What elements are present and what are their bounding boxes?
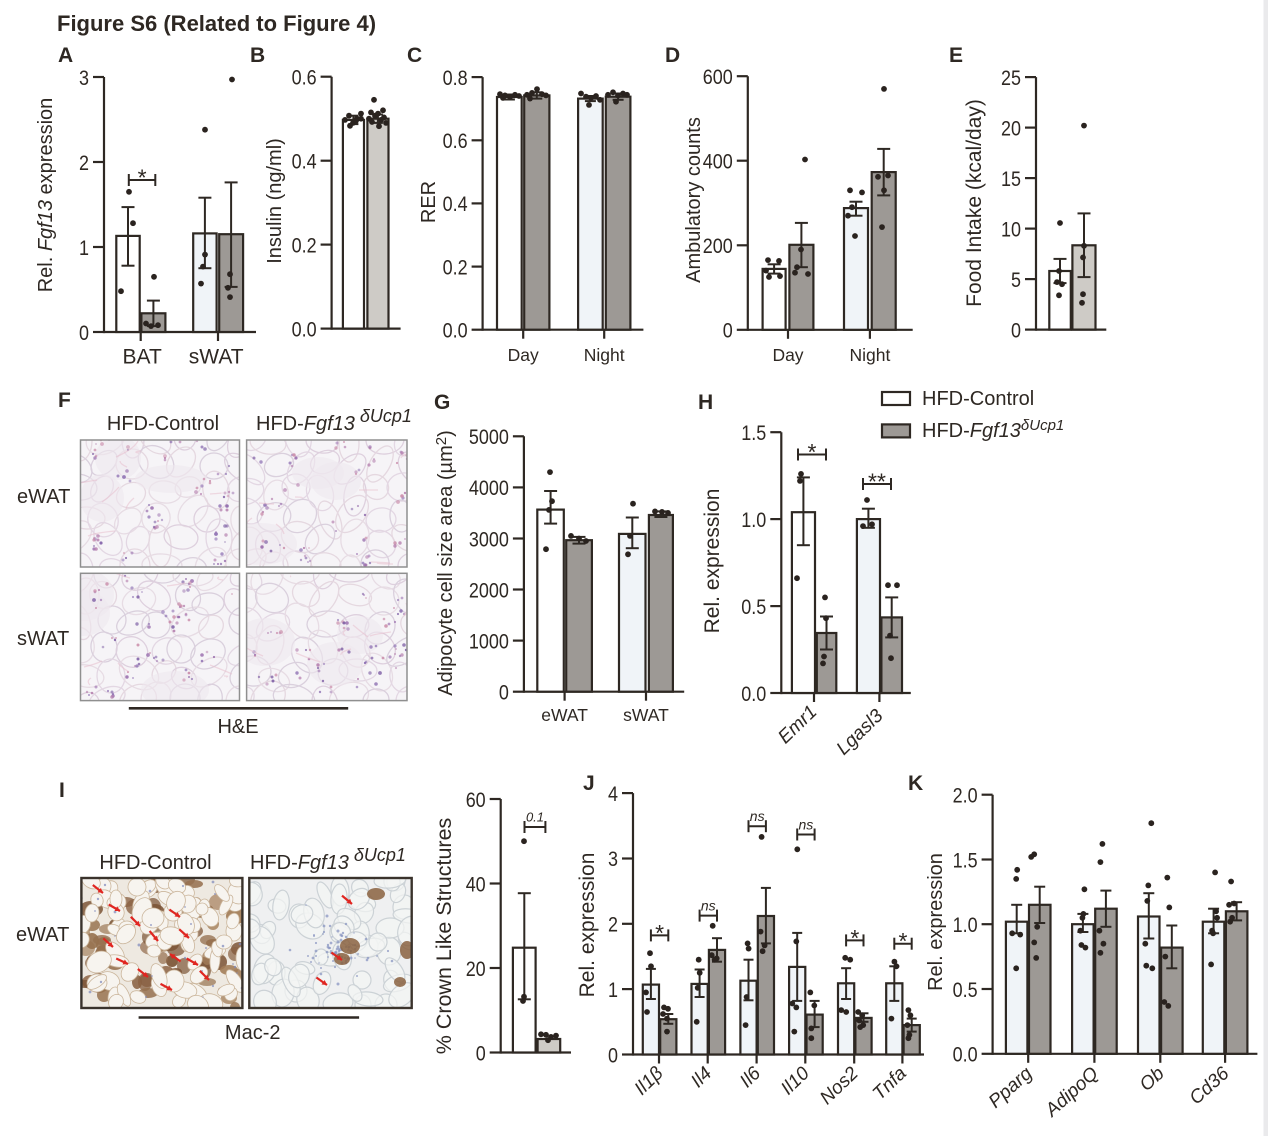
svg-text:Rel. Fgf13 expression: Rel. Fgf13 expression [35,98,57,293]
svg-text:3000: 3000 [469,527,509,551]
svg-text:H&E: H&E [217,716,258,738]
svg-text:HFD-Control: HFD-Control [107,413,219,435]
svg-text:0: 0 [79,321,89,345]
svg-text:sWAT: sWAT [623,705,669,725]
svg-text:0.0: 0.0 [741,682,766,706]
svg-text:Food Intake (kcal/day): Food Intake (kcal/day) [963,99,986,307]
svg-text:B: B [250,44,265,67]
svg-text:eWAT: eWAT [541,705,588,725]
svg-text:0: 0 [608,1043,618,1067]
svg-text:A: A [58,44,73,67]
svg-text:ns: ns [750,808,765,824]
svg-text:0.5: 0.5 [953,978,978,1002]
svg-text:4: 4 [608,782,618,806]
svg-text:I: I [59,779,65,802]
svg-text:D: D [665,44,680,67]
svg-text:0.4: 0.4 [443,192,468,216]
svg-text:0.8: 0.8 [443,66,468,90]
svg-text:4000: 4000 [469,476,509,500]
svg-text:3: 3 [79,66,89,90]
svg-text:J: J [583,772,595,795]
svg-text:0.5: 0.5 [741,595,766,619]
svg-text:G: G [434,391,450,414]
svg-text:eWAT: eWAT [16,924,69,946]
svg-text:Mac-2: Mac-2 [225,1022,281,1044]
svg-text:2: 2 [608,913,618,937]
svg-text:HFD-Fgf13δUcp1: HFD-Fgf13δUcp1 [922,417,1064,442]
svg-text:400: 400 [703,150,733,174]
svg-text:0.2: 0.2 [443,255,468,279]
svg-text:Ambulatory counts: Ambulatory counts [683,117,705,283]
svg-text:Day: Day [508,345,539,365]
svg-text:1.5: 1.5 [953,848,978,872]
svg-text:0.4: 0.4 [292,150,317,174]
svg-text:2000: 2000 [469,578,509,602]
svg-text:F: F [58,389,71,412]
svg-text:*: * [899,928,908,954]
svg-text:0: 0 [476,1041,486,1065]
svg-text:HFD-Control: HFD-Control [922,388,1034,410]
svg-text:40: 40 [466,872,486,896]
svg-text:60: 60 [466,788,486,812]
svg-text:0.6: 0.6 [292,66,317,90]
svg-text:Rel. expression: Rel. expression [576,853,599,998]
svg-text:eWAT: eWAT [17,486,70,508]
svg-text:HFD-Control: HFD-Control [99,852,211,874]
svg-text:K: K [908,772,923,795]
svg-text:sWAT: sWAT [17,628,69,650]
svg-text:20: 20 [466,957,486,981]
svg-text:*: * [850,925,859,951]
svg-text:15: 15 [1001,167,1021,191]
svg-text:Figure S6 (Related to Figure 4: Figure S6 (Related to Figure 4) [57,11,376,36]
svg-text:25: 25 [1001,66,1021,90]
svg-text:*: * [138,165,147,191]
svg-text:0.0: 0.0 [292,317,317,341]
svg-text:sWAT: sWAT [189,346,244,369]
svg-text:ns: ns [701,898,716,914]
svg-text:0.2: 0.2 [292,233,317,257]
svg-text:Rel. expression: Rel. expression [925,853,947,991]
svg-text:3: 3 [608,847,618,871]
svg-text:BAT: BAT [123,346,162,369]
svg-text:Day: Day [772,345,803,365]
svg-text:RER: RER [418,181,440,223]
svg-text:1.0: 1.0 [953,913,978,937]
svg-text:20: 20 [1001,116,1021,140]
svg-text:1: 1 [79,236,89,260]
svg-text:H: H [698,391,713,414]
svg-text:Adipocyte cell size area (µm2): Adipocyte cell size area (µm2) [433,430,457,696]
svg-text:5: 5 [1011,268,1021,292]
svg-text:0: 0 [499,681,509,705]
svg-text:2.0: 2.0 [953,784,978,808]
svg-text:% Crown Like Structures: % Crown Like Structures [432,818,456,1055]
svg-text:ns: ns [799,817,814,833]
svg-text:0: 0 [723,319,733,343]
svg-text:Rel. expression: Rel. expression [701,489,724,634]
svg-text:0: 0 [1011,318,1021,342]
svg-text:1.0: 1.0 [741,508,766,532]
svg-text:0.6: 0.6 [443,129,468,153]
svg-text:600: 600 [703,65,733,89]
svg-text:2: 2 [79,151,89,175]
svg-text:10: 10 [1001,217,1021,241]
svg-text:Night: Night [849,345,890,365]
svg-text:Insulin (ng/ml): Insulin (ng/ml) [264,138,286,264]
svg-text:**: ** [868,469,886,495]
svg-text:1000: 1000 [469,629,509,653]
svg-text:E: E [949,44,963,67]
svg-text:*: * [808,439,817,465]
svg-text:0.0: 0.0 [443,319,468,343]
svg-text:0.1: 0.1 [526,810,544,825]
svg-text:1.5: 1.5 [741,421,766,445]
svg-text:5000: 5000 [469,425,509,449]
svg-text:Night: Night [584,345,625,365]
svg-text:200: 200 [703,234,733,258]
svg-text:0.0: 0.0 [953,1043,978,1067]
svg-text:C: C [407,44,422,67]
svg-text:*: * [655,920,664,946]
svg-text:1: 1 [608,978,618,1002]
